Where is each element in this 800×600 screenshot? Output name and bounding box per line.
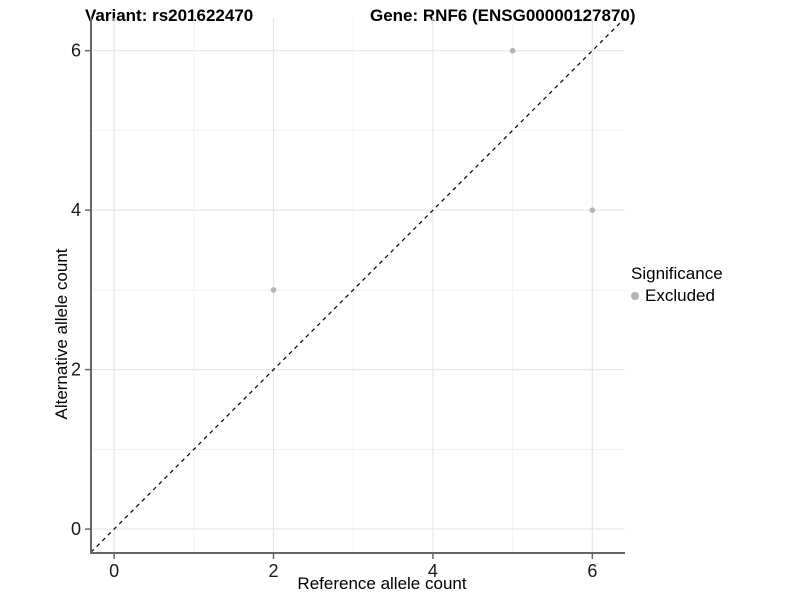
- y-tick-label: 2: [71, 360, 81, 380]
- x-tick-label: 0: [109, 561, 119, 581]
- y-tick-label: 6: [71, 41, 81, 61]
- gene-title: Gene: RNF6 (ENSG00000127870): [370, 6, 636, 25]
- data-point: [589, 207, 596, 213]
- data-point: [270, 287, 277, 293]
- x-tick-label: 6: [587, 561, 597, 581]
- legend-item-excluded: Excluded: [631, 286, 723, 306]
- identity-line: [91, 18, 625, 553]
- y-tick-label: 4: [71, 200, 81, 220]
- variant-title: Variant: rs201622470: [85, 6, 254, 25]
- y-tick-label: 0: [71, 519, 81, 539]
- y-axis-title: Alternative allele count: [52, 248, 71, 420]
- legend: Significance Excluded: [631, 264, 723, 306]
- x-tick-label: 2: [269, 561, 279, 581]
- data-point: [509, 47, 516, 54]
- legend-title: Significance: [631, 264, 723, 283]
- x-tick-label: 4: [428, 561, 438, 581]
- legend-item-label: Excluded: [645, 286, 715, 305]
- scatter-plot-canvas: 0 2 4 6 0 2 4 6: [71, 18, 625, 581]
- x-axis-title: Reference allele count: [297, 574, 467, 593]
- legend-point-icon: [631, 292, 639, 300]
